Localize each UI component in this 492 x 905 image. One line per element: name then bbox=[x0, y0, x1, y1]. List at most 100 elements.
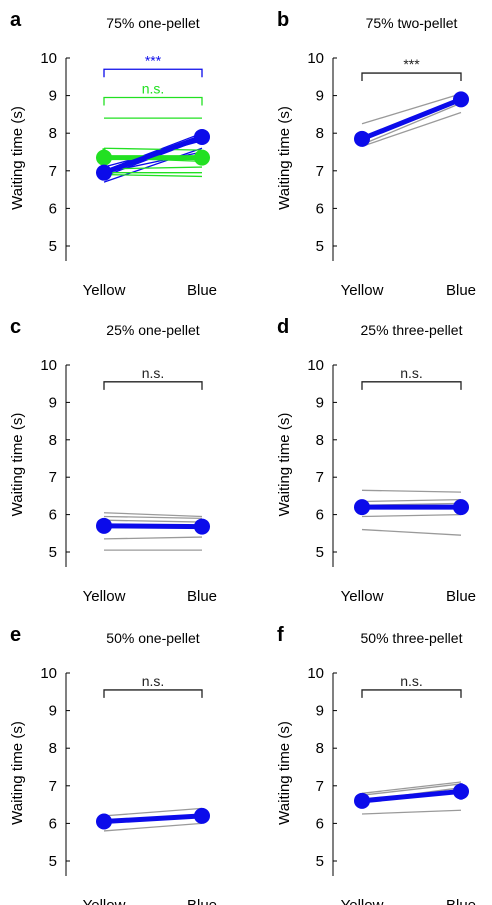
y-tick-label: 9 bbox=[316, 703, 324, 720]
x-tick-label-blue: Blue bbox=[446, 897, 476, 905]
chart-title: 50% one-pellet bbox=[106, 630, 200, 646]
individual-line bbox=[361, 783, 462, 796]
y-tick-label: 10 bbox=[40, 50, 57, 67]
y-tick-label: 10 bbox=[40, 665, 57, 682]
x-tick-label-blue: Blue bbox=[187, 282, 217, 299]
mean-point bbox=[354, 499, 370, 516]
panel-letter: a bbox=[10, 9, 22, 31]
x-tick-label-blue: Blue bbox=[446, 282, 476, 299]
individual-line bbox=[103, 173, 203, 178]
y-tick-label: 8 bbox=[49, 432, 57, 449]
y-axis-label: Waiting time (s) bbox=[276, 106, 293, 210]
y-tick-label: 8 bbox=[49, 125, 57, 142]
mean-line bbox=[103, 523, 203, 530]
mean-point bbox=[194, 128, 210, 145]
y-tick-label: 8 bbox=[316, 432, 324, 449]
individual-line bbox=[103, 515, 203, 519]
x-tick-label-yellow: Yellow bbox=[341, 282, 384, 299]
individual-line bbox=[361, 809, 462, 815]
panel-letter: c bbox=[10, 316, 21, 338]
y-tick-label: 9 bbox=[316, 394, 324, 411]
mean-point bbox=[354, 792, 370, 809]
panel-c: c 25% one-pellet 5 6 7 8 9 10 Waiting time (s) Ye… bbox=[9, 316, 217, 605]
y-axis-label: Waiting time (s) bbox=[9, 106, 26, 210]
y-tick-label: 5 bbox=[49, 853, 57, 870]
chart-title: 25% one-pellet bbox=[106, 322, 200, 338]
mean-point bbox=[453, 91, 469, 108]
panel-a: a 75% one-pellet 5 6 7 8 9 10 Waiting time (s) Ye… bbox=[9, 9, 217, 299]
chart-title: 50% three-pellet bbox=[361, 630, 463, 646]
x-tick-label-yellow: Yellow bbox=[83, 588, 126, 605]
mean-line bbox=[361, 788, 462, 804]
significance-bracket bbox=[103, 689, 203, 698]
individual-line bbox=[361, 513, 462, 518]
y-tick-label: 6 bbox=[316, 507, 324, 524]
x-tick-label-yellow: Yellow bbox=[341, 897, 384, 905]
panel-letter: d bbox=[277, 316, 289, 338]
x-tick-label-blue: Blue bbox=[446, 588, 476, 605]
y-tick-label: 9 bbox=[49, 88, 57, 105]
y-tick-label: 6 bbox=[316, 200, 324, 217]
y-axis-label: Waiting time (s) bbox=[9, 721, 26, 825]
y-tick-label: 7 bbox=[49, 469, 57, 486]
individual-line bbox=[103, 512, 203, 518]
significance-label: n.s. bbox=[400, 365, 423, 381]
mean-point bbox=[453, 783, 469, 800]
significance-label: *** bbox=[145, 52, 162, 68]
significance-label: n.s. bbox=[142, 365, 165, 381]
x-tick-label-yellow: Yellow bbox=[341, 588, 384, 605]
mean-point bbox=[96, 149, 112, 166]
y-tick-label: 9 bbox=[49, 703, 57, 720]
y-tick-label: 10 bbox=[307, 357, 324, 374]
y-tick-label: 9 bbox=[316, 88, 324, 105]
y-tick-label: 5 bbox=[49, 544, 57, 561]
y-tick-label: 7 bbox=[316, 778, 324, 795]
mean-point bbox=[194, 518, 210, 535]
individual-line bbox=[361, 111, 462, 147]
y-tick-label: 5 bbox=[316, 544, 324, 561]
mean-point bbox=[354, 130, 370, 147]
individual-line bbox=[103, 147, 203, 151]
significance-bracket bbox=[103, 381, 203, 390]
individual-line bbox=[361, 93, 462, 125]
significance-label: n.s. bbox=[400, 673, 423, 689]
panel-d: d 25% three-pellet 5 6 7 8 9 10 Waiting time (s)… bbox=[276, 316, 476, 605]
chart-title: 25% three-pellet bbox=[361, 322, 463, 338]
y-tick-label: 8 bbox=[316, 125, 324, 142]
y-tick-label: 6 bbox=[49, 200, 57, 217]
panel-letter: e bbox=[10, 624, 21, 646]
y-tick-label: 7 bbox=[316, 469, 324, 486]
y-tick-label: 8 bbox=[316, 740, 324, 757]
panel-letter: f bbox=[277, 624, 284, 646]
y-tick-label: 9 bbox=[49, 394, 57, 411]
significance-label: *** bbox=[403, 56, 420, 72]
mean-point bbox=[96, 813, 112, 830]
y-axis-label: Waiting time (s) bbox=[276, 413, 293, 517]
individual-line bbox=[361, 528, 462, 536]
y-tick-label: 7 bbox=[49, 163, 57, 180]
mean-line bbox=[103, 134, 203, 176]
individual-line bbox=[361, 489, 462, 493]
panel-e: e 50% one-pellet 5 6 7 8 9 10 Waiting time (s) Ye… bbox=[9, 624, 217, 905]
y-axis-label: Waiting time (s) bbox=[9, 413, 26, 517]
y-tick-label: 5 bbox=[316, 853, 324, 870]
individual-line bbox=[361, 102, 462, 146]
significance-bracket bbox=[361, 689, 462, 698]
y-tick-label: 7 bbox=[316, 163, 324, 180]
individual-line bbox=[361, 781, 462, 794]
panel-letter: b bbox=[277, 9, 289, 31]
panel-b: b 75% two-pellet 5 6 7 8 9 10 Waiting time (s) Ye… bbox=[276, 9, 476, 299]
significance-bracket bbox=[361, 72, 462, 82]
individual-line bbox=[361, 498, 462, 503]
x-tick-label-yellow: Yellow bbox=[83, 282, 126, 299]
individual-line bbox=[103, 519, 203, 523]
significance-label: n.s. bbox=[142, 673, 165, 689]
x-tick-label-yellow: Yellow bbox=[83, 897, 126, 905]
mean-point bbox=[453, 499, 469, 516]
mean-line bbox=[103, 813, 203, 825]
mean-point bbox=[96, 164, 112, 181]
y-tick-label: 6 bbox=[316, 815, 324, 832]
panel-f: f 50% three-pellet 5 6 7 8 9 10 Waiting time (s)… bbox=[276, 624, 476, 905]
significance-bracket bbox=[103, 96, 203, 106]
